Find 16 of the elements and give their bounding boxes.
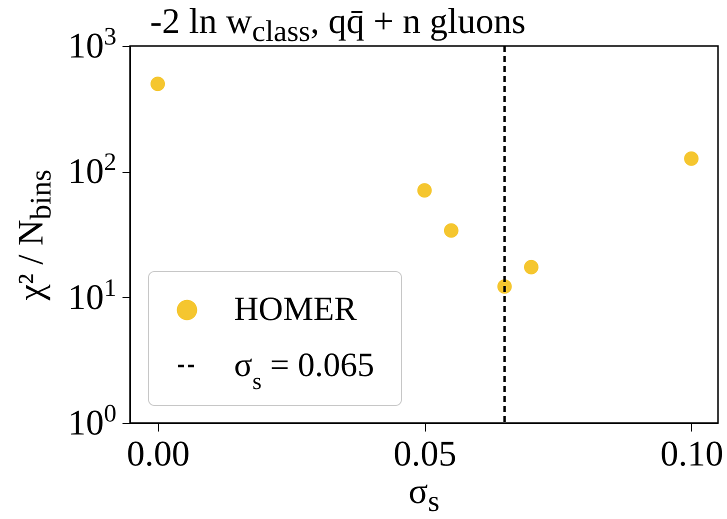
point bbox=[524, 260, 538, 274]
x-tick-label: 0.05 bbox=[394, 434, 457, 474]
x-tick-label: 0.10 bbox=[660, 434, 724, 474]
point bbox=[684, 151, 699, 166]
y-tick-label: 10$^{3}$ bbox=[68, 23, 116, 66]
legend-label: HOMER bbox=[234, 291, 358, 328]
y-tick-label: 10$^{0}$ bbox=[68, 400, 116, 442]
chart-title: -2 ln w$_{class}$, qq̄ + n gluons bbox=[150, 0, 526, 50]
point bbox=[150, 76, 165, 92]
point bbox=[444, 223, 458, 238]
y-tick-label: 10$^{1}$ bbox=[68, 274, 116, 317]
ref-line-label: σ$_{s}$ = 0.065 bbox=[234, 347, 374, 395]
y-tick-label: 10$^{2}$ bbox=[68, 148, 116, 192]
x-axis-title: σ$_{s}$ bbox=[408, 471, 440, 518]
point bbox=[417, 183, 432, 198]
x-tick-label: 0.00 bbox=[126, 434, 190, 474]
